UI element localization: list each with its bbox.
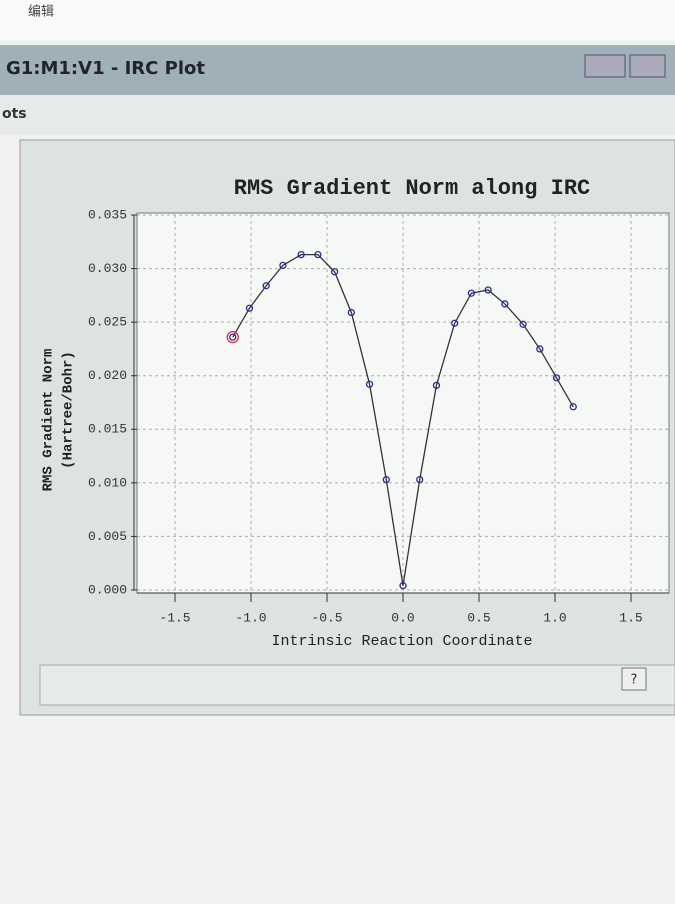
y-tick-label: 0.020 xyxy=(88,368,127,383)
data-point xyxy=(467,289,476,297)
help-label[interactable]: ? xyxy=(631,673,638,688)
x-tick-label: 1.5 xyxy=(619,610,642,625)
data-point xyxy=(365,380,374,388)
y-tick-label: 0.005 xyxy=(88,529,127,544)
data-point xyxy=(536,345,544,353)
x-tick-label: 0.0 xyxy=(391,610,414,625)
data-point xyxy=(569,403,577,411)
data-point xyxy=(432,381,441,390)
x-tick-label: 1.0 xyxy=(543,610,566,625)
y-axis-label: RMS Gradient Norm xyxy=(41,349,57,492)
y-tick-label: 0.030 xyxy=(88,261,127,276)
title-bar xyxy=(0,45,675,95)
minimize-button[interactable] xyxy=(584,54,626,78)
data-point xyxy=(519,320,527,328)
x-tick-label: -1.5 xyxy=(159,610,190,625)
data-point xyxy=(399,582,407,590)
y-tick-label: 0.015 xyxy=(88,422,127,437)
window-title: G1:M1:V1 - IRC Plot xyxy=(6,58,205,79)
data-point xyxy=(416,475,424,484)
menu-bar xyxy=(0,95,675,135)
data-point xyxy=(451,319,459,327)
x-axis-label: Intrinsic Reaction Coordinate xyxy=(271,633,532,650)
data-point xyxy=(245,304,254,312)
x-tick-label: 0.5 xyxy=(467,610,490,625)
y-tick-label: 0.000 xyxy=(88,582,127,597)
data-point xyxy=(279,261,287,270)
y-tick-label: 0.035 xyxy=(88,207,127,222)
top-menu-bar xyxy=(0,0,675,40)
maximize-button[interactable] xyxy=(629,54,666,78)
data-point xyxy=(484,286,492,294)
y-tick-label: 0.010 xyxy=(88,475,127,490)
menu-item[interactable]: ots xyxy=(2,106,27,122)
help-button[interactable] xyxy=(621,667,647,691)
x-tick-label: -0.5 xyxy=(311,610,342,625)
data-point xyxy=(501,300,509,308)
data-point xyxy=(297,250,305,259)
y-tick-label: 0.025 xyxy=(88,315,127,330)
data-point xyxy=(552,374,561,382)
chart-title: RMS Gradient Norm along IRC xyxy=(234,176,590,201)
x-tick-label: -1.0 xyxy=(235,610,266,625)
menu-item[interactable]: 编辑 xyxy=(28,5,54,20)
data-point xyxy=(382,475,390,484)
data-point xyxy=(330,268,339,276)
data-line xyxy=(232,253,574,586)
data-point xyxy=(347,308,355,317)
y-axis-label: (Hartree/Bohr) xyxy=(61,351,77,469)
status-bar xyxy=(39,664,675,706)
data-point xyxy=(229,333,237,341)
selected-point xyxy=(226,330,239,344)
data-point xyxy=(262,282,270,290)
data-point xyxy=(314,250,322,259)
